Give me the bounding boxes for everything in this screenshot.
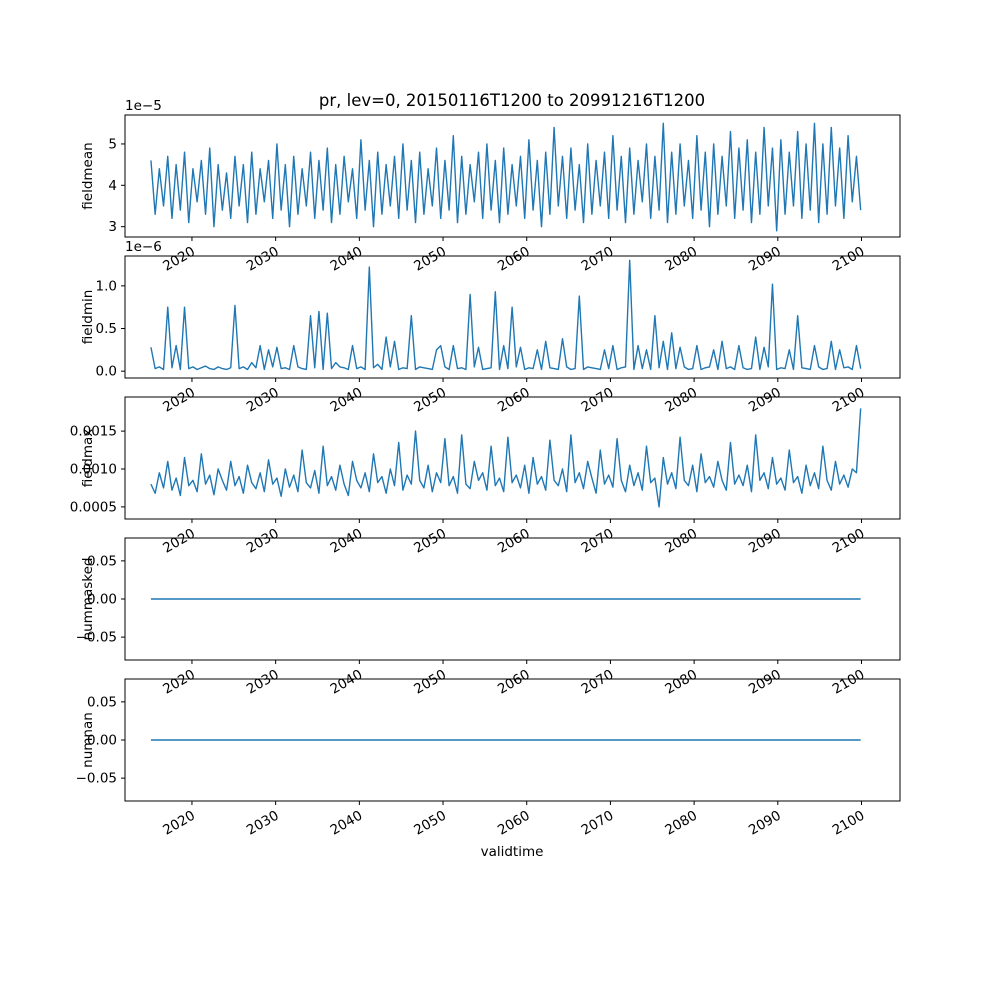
subplot-fieldmin: 0.0 0.5 1.0 2020 2030 2040 2050 2060 2070 2080 209… bbox=[80, 239, 901, 416]
x-tick-label: 2080 bbox=[662, 808, 700, 839]
x-tick-label: 2080 bbox=[662, 667, 700, 698]
y-tick-label: 0.05 bbox=[87, 553, 117, 569]
x-tick-label: 2070 bbox=[579, 526, 617, 557]
x-tick-label: 2020 bbox=[160, 667, 198, 698]
x-tick-label: 2080 bbox=[662, 526, 700, 557]
fieldmin-y-axis-label: fieldmin bbox=[80, 290, 96, 345]
x-tick-label: 2050 bbox=[411, 385, 449, 416]
x-tick-label: 2060 bbox=[495, 526, 533, 557]
y-tick-label: −0.05 bbox=[76, 630, 117, 646]
y-tick-label: −0.05 bbox=[76, 771, 117, 787]
x-tick-label: 2100 bbox=[830, 667, 868, 698]
x-tick-label: 2070 bbox=[579, 244, 617, 275]
y-tick-label: 0.0 bbox=[96, 364, 117, 380]
x-tick-label: 2060 bbox=[495, 385, 533, 416]
x-tick-label: 2030 bbox=[244, 808, 282, 839]
x-axis-label: validtime bbox=[481, 844, 544, 860]
x-tick-label: 2100 bbox=[830, 244, 868, 275]
y-tick-label: 0.0015 bbox=[70, 424, 117, 440]
y-tick-label: 1.0 bbox=[96, 278, 117, 294]
subplot-panels: 3 4 5 2020 2030 2040 2050 2060 2070 2080 2090 2100 f… bbox=[70, 98, 901, 839]
x-tick-label: 2030 bbox=[244, 667, 282, 698]
y-tick-label: 0.5 bbox=[96, 321, 117, 337]
x-tick-label: 2030 bbox=[244, 526, 282, 557]
fieldmean-scale-offset-label: 1e−5 bbox=[125, 98, 162, 114]
fieldmin-line bbox=[150, 259, 862, 371]
x-tick-label: 2080 bbox=[662, 385, 700, 416]
x-tick-label: 2050 bbox=[411, 244, 449, 275]
x-tick-label: 2020 bbox=[160, 385, 198, 416]
subplot-fieldmean: 3 4 5 2020 2030 2040 2050 2060 2070 2080 2090 2100 f… bbox=[80, 98, 901, 275]
x-tick-label: 2090 bbox=[746, 244, 784, 275]
x-tick-label: 2050 bbox=[411, 526, 449, 557]
x-tick-label: 2090 bbox=[746, 385, 784, 416]
y-tick-label: 0.00 bbox=[87, 733, 117, 749]
x-tick-label: 2060 bbox=[495, 808, 533, 839]
y-tick-label: 3 bbox=[108, 219, 117, 235]
y-tick-label: 0.0005 bbox=[70, 499, 117, 515]
x-tick-label: 2070 bbox=[579, 808, 617, 839]
y-tick-label: 0.0010 bbox=[70, 461, 117, 477]
x-tick-label: 2030 bbox=[244, 244, 282, 275]
nummasked-y-axis-label: nummasked bbox=[80, 558, 96, 641]
subplot-numnan: −0.05 0.00 0.05 2020 2030 2040 2050 2060 2070 208… bbox=[76, 678, 901, 839]
x-tick-label: 2080 bbox=[662, 244, 700, 275]
y-tick-label: 4 bbox=[108, 178, 117, 194]
x-tick-label: 2020 bbox=[160, 244, 198, 275]
x-tick-label: 2060 bbox=[495, 244, 533, 275]
x-tick-label: 2100 bbox=[830, 526, 868, 557]
x-tick-label: 2100 bbox=[830, 808, 868, 839]
y-tick-label: 5 bbox=[108, 136, 117, 152]
x-tick-label: 2090 bbox=[746, 808, 784, 839]
x-tick-label: 2020 bbox=[160, 526, 198, 557]
fieldmean-axes-frame bbox=[124, 114, 901, 238]
x-tick-label: 2070 bbox=[579, 667, 617, 698]
x-tick-label: 2090 bbox=[746, 667, 784, 698]
x-tick-label: 2040 bbox=[328, 667, 366, 698]
subplot-nummasked: −0.05 0.00 0.05 2020 2030 2040 2050 2060 2070 208… bbox=[76, 537, 901, 698]
x-tick-label: 2090 bbox=[746, 526, 784, 557]
x-tick-label: 2100 bbox=[830, 385, 868, 416]
x-tick-label: 2040 bbox=[328, 526, 366, 557]
x-tick-label: 2050 bbox=[411, 808, 449, 839]
x-tick-label: 2040 bbox=[328, 244, 366, 275]
chart-title: pr, lev=0, 20150116T1200 to 20991216T120… bbox=[319, 91, 705, 110]
x-tick-label: 2020 bbox=[160, 808, 198, 839]
subplot-fieldmax: 0.0005 0.0010 0.0015 2020 2030 2040 2050 2060 20… bbox=[70, 396, 901, 557]
x-tick-label: 2060 bbox=[495, 667, 533, 698]
fieldmean-line bbox=[150, 122, 862, 232]
x-tick-label: 2030 bbox=[244, 385, 282, 416]
numnan-y-axis-label: numnan bbox=[80, 712, 96, 768]
y-tick-label: 0.05 bbox=[87, 694, 117, 710]
fieldmin-axes-frame bbox=[124, 255, 901, 379]
fieldmax-line bbox=[150, 408, 862, 508]
x-tick-label: 2070 bbox=[579, 385, 617, 416]
x-tick-label: 2050 bbox=[411, 667, 449, 698]
fieldmax-axes-frame bbox=[124, 396, 901, 520]
fieldmax-y-axis-label: fieldmax bbox=[80, 429, 96, 488]
fieldmin-scale-offset-label: 1e−6 bbox=[125, 239, 162, 255]
y-tick-label: 0.00 bbox=[87, 592, 117, 608]
x-tick-label: 2040 bbox=[328, 808, 366, 839]
x-tick-label: 2040 bbox=[328, 385, 366, 416]
fieldmean-y-axis-label: fieldmean bbox=[80, 142, 96, 209]
